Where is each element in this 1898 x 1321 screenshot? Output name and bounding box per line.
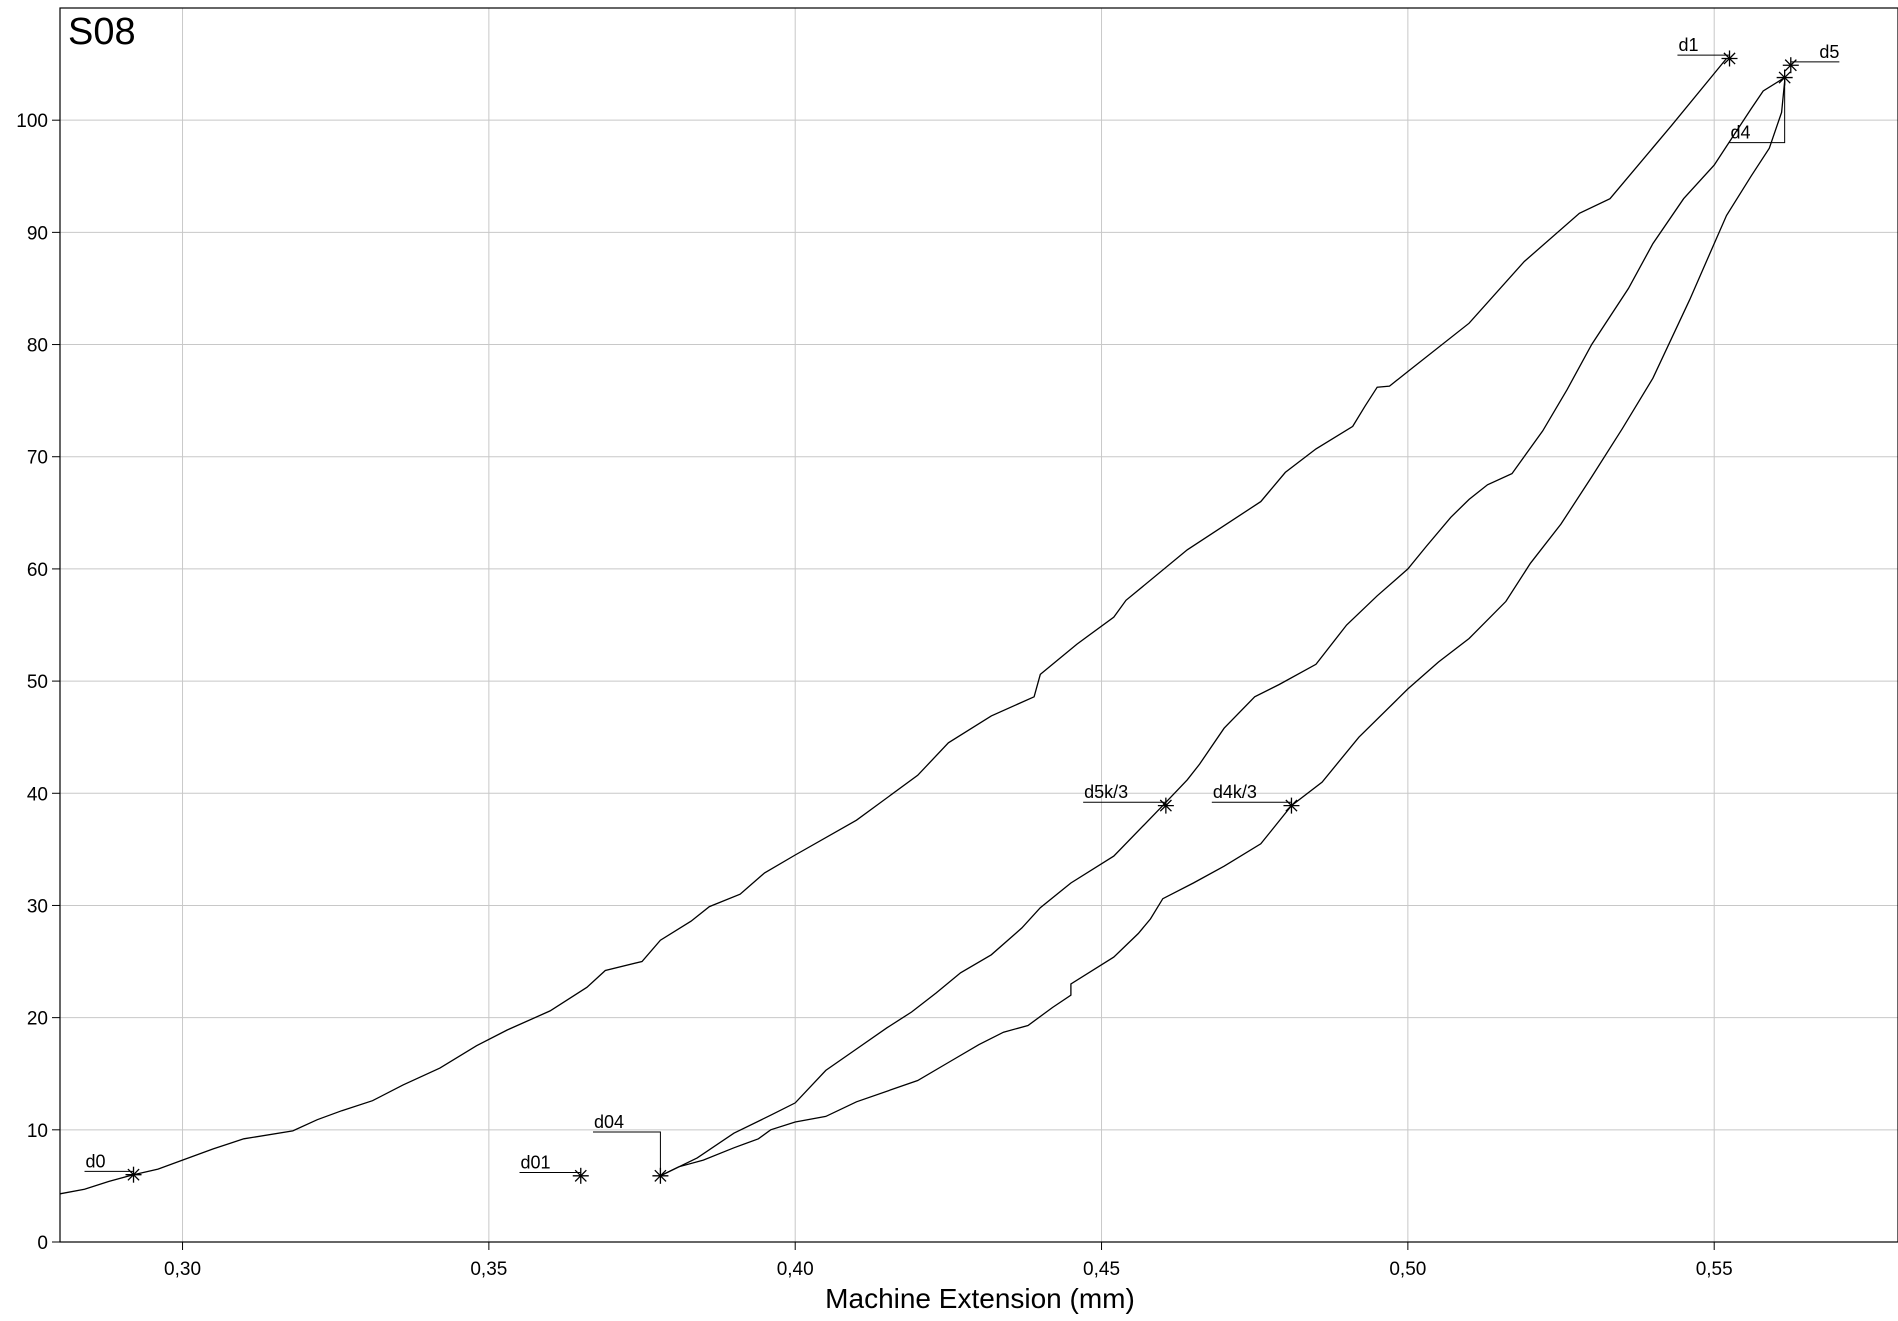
y-tick-label: 80 [27, 336, 48, 357]
grid-layer [60, 8, 1898, 1242]
y-tick-label: 100 [16, 111, 48, 132]
marker-label: d0 [86, 1151, 106, 1171]
marker-d5: d5 [1782, 42, 1839, 74]
marker-d1: d1 [1677, 35, 1738, 67]
marker-d4: d4 [1729, 69, 1793, 144]
marker-label: d4k/3 [1213, 782, 1257, 802]
marker-leader [593, 1131, 661, 1176]
x-axis-label: Machine Extension (mm) [825, 1283, 1135, 1314]
y-tick-label: 60 [27, 560, 48, 581]
x-tick-label: 0,35 [470, 1259, 507, 1280]
series-line-first-loading [59, 58, 1728, 1195]
x-tick-label: 0,55 [1696, 1259, 1733, 1280]
marker-label: d01 [521, 1152, 551, 1172]
marker-label: d04 [594, 1112, 624, 1132]
x-tick-label: 0,45 [1083, 1259, 1120, 1280]
marker-label: d4 [1731, 123, 1751, 143]
marker-star-stroke [574, 1169, 587, 1182]
marker-d4k3: d4k/3 [1211, 782, 1300, 814]
y-tick-label: 90 [27, 223, 48, 244]
series-layer [59, 58, 1786, 1195]
chart-title: S08 [68, 11, 136, 53]
axes-layer: 0,30 0,35 0,40 0,45 0,50 0,55 0 10 20 30 40 50 60 70 8… [16, 7, 1898, 1280]
x-tick-label: 0,40 [777, 1259, 814, 1280]
marker-label: d5k/3 [1084, 782, 1128, 802]
y-tick-label: 10 [27, 1121, 48, 1142]
y-tick-label: 0 [37, 1233, 48, 1254]
marker-star-stroke [1285, 799, 1298, 812]
marker-layer: d0 d01 d04 d5k/3 d4k/3 d1 d5 d4 [84, 35, 1839, 1184]
marker-d01: d01 [519, 1152, 589, 1184]
marker-d0: d0 [84, 1151, 142, 1183]
series-line-unloading [660, 80, 1786, 1177]
y-tick-label: 70 [27, 448, 48, 469]
y-tick-label: 20 [27, 1009, 48, 1030]
marker-star-stroke [1159, 799, 1172, 812]
y-tick-label: 30 [27, 896, 48, 917]
marker-star-stroke [127, 1168, 140, 1181]
x-tick-label: 0,50 [1389, 1259, 1426, 1280]
y-tick-label: 40 [27, 784, 48, 805]
marker-leader [1729, 77, 1786, 144]
plot-frame [59, 7, 1898, 1243]
series-line-reloading [660, 77, 1786, 1177]
x-tick-label: 0,30 [164, 1259, 201, 1280]
y-tick-label: 50 [27, 672, 48, 693]
marker-label: d1 [1678, 35, 1698, 55]
marker-d5k3: d5k/3 [1083, 782, 1174, 814]
marker-star-stroke [1723, 52, 1736, 65]
marker-d04: d04 [593, 1112, 669, 1184]
marker-label: d5 [1819, 42, 1839, 62]
